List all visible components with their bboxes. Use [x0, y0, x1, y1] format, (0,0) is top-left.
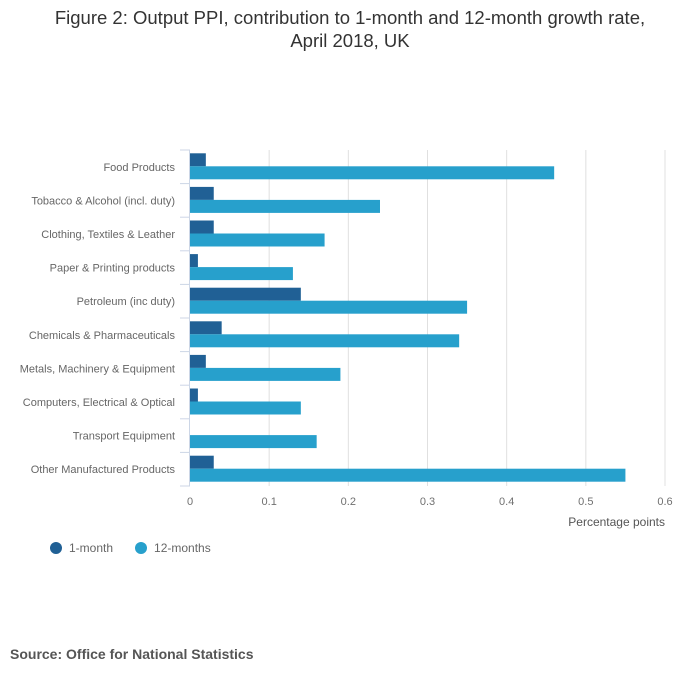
y-axis	[180, 149, 190, 487]
bar-12-months[interactable]	[190, 300, 468, 314]
bar-12-months[interactable]	[190, 367, 341, 381]
category-label: Computers, Electrical & Optical	[23, 397, 175, 409]
source-note: Source: Office for National Statistics	[10, 646, 254, 662]
category-label: Petroleum (inc duty)	[77, 296, 175, 308]
bar-1-month[interactable]	[190, 220, 214, 234]
x-tick-label: 0.2	[341, 496, 356, 508]
bar-12-months[interactable]	[190, 267, 293, 281]
chart-title-line-1: Figure 2: Output PPI, contribution to 1-…	[54, 7, 646, 28]
bar-12-months[interactable]	[190, 233, 325, 247]
legend-item-12-months[interactable]: 12-months	[135, 541, 211, 555]
x-axis-title: Percentage points	[568, 515, 665, 529]
category-label: Paper & Printing products	[50, 263, 176, 275]
category-label: Chemicals & Pharmaceuticals	[29, 330, 176, 342]
category-label: Tobacco & Alcohol (incl. duty)	[31, 195, 175, 207]
bar-12-months[interactable]	[190, 199, 380, 213]
legend-item-1-month[interactable]: 1-month	[50, 541, 113, 555]
legend: 1-month 12-months	[50, 541, 211, 555]
bar-1-month[interactable]	[190, 186, 214, 200]
bar-12-months[interactable]	[190, 401, 301, 415]
bars	[190, 153, 626, 482]
bar-1-month[interactable]	[190, 254, 198, 268]
legend-marker-12-months	[135, 542, 148, 554]
bar-1-month[interactable]	[190, 287, 301, 301]
legend-label-1-month: 1-month	[69, 541, 114, 555]
legend-marker-1-month	[50, 542, 62, 554]
category-label: Metals, Machinery & Equipment	[20, 363, 175, 375]
category-labels: Food Products Tobacco & Alcohol (incl. du…	[20, 162, 176, 476]
x-tick-label: 0.4	[499, 496, 514, 508]
bar-12-months[interactable]	[190, 166, 555, 180]
chart-title-line-2: April 2018, UK	[290, 30, 410, 51]
category-label: Food Products	[103, 162, 175, 174]
chart-title: Figure 2: Output PPI, contribution to 1-…	[0, 6, 700, 52]
bar-1-month[interactable]	[190, 321, 222, 335]
bar-12-months[interactable]	[190, 468, 626, 482]
legend-label-12-months: 12-months	[154, 541, 211, 555]
bar-1-month[interactable]	[190, 455, 214, 469]
category-label: Transport Equipment	[73, 431, 175, 443]
x-tick-label: 0.1	[262, 496, 277, 508]
x-tick-label: 0	[187, 496, 193, 508]
category-label: Other Manufactured Products	[31, 464, 176, 476]
x-tick-label: 0.3	[420, 496, 435, 508]
bar-12-months[interactable]	[190, 435, 317, 449]
x-tick-label: 0.5	[578, 496, 593, 508]
bar-1-month[interactable]	[190, 153, 206, 167]
bar-chart: Food Products Tobacco & Alcohol (incl. du…	[20, 149, 673, 529]
bar-1-month[interactable]	[190, 388, 198, 402]
x-tick-label: 0.6	[657, 496, 672, 508]
bar-12-months[interactable]	[190, 334, 460, 348]
x-tick-labels: 0 0.1 0.2 0.3 0.4 0.5 0.6	[187, 496, 673, 508]
category-label: Clothing, Textiles & Leather	[41, 229, 175, 241]
bar-1-month[interactable]	[190, 354, 206, 368]
